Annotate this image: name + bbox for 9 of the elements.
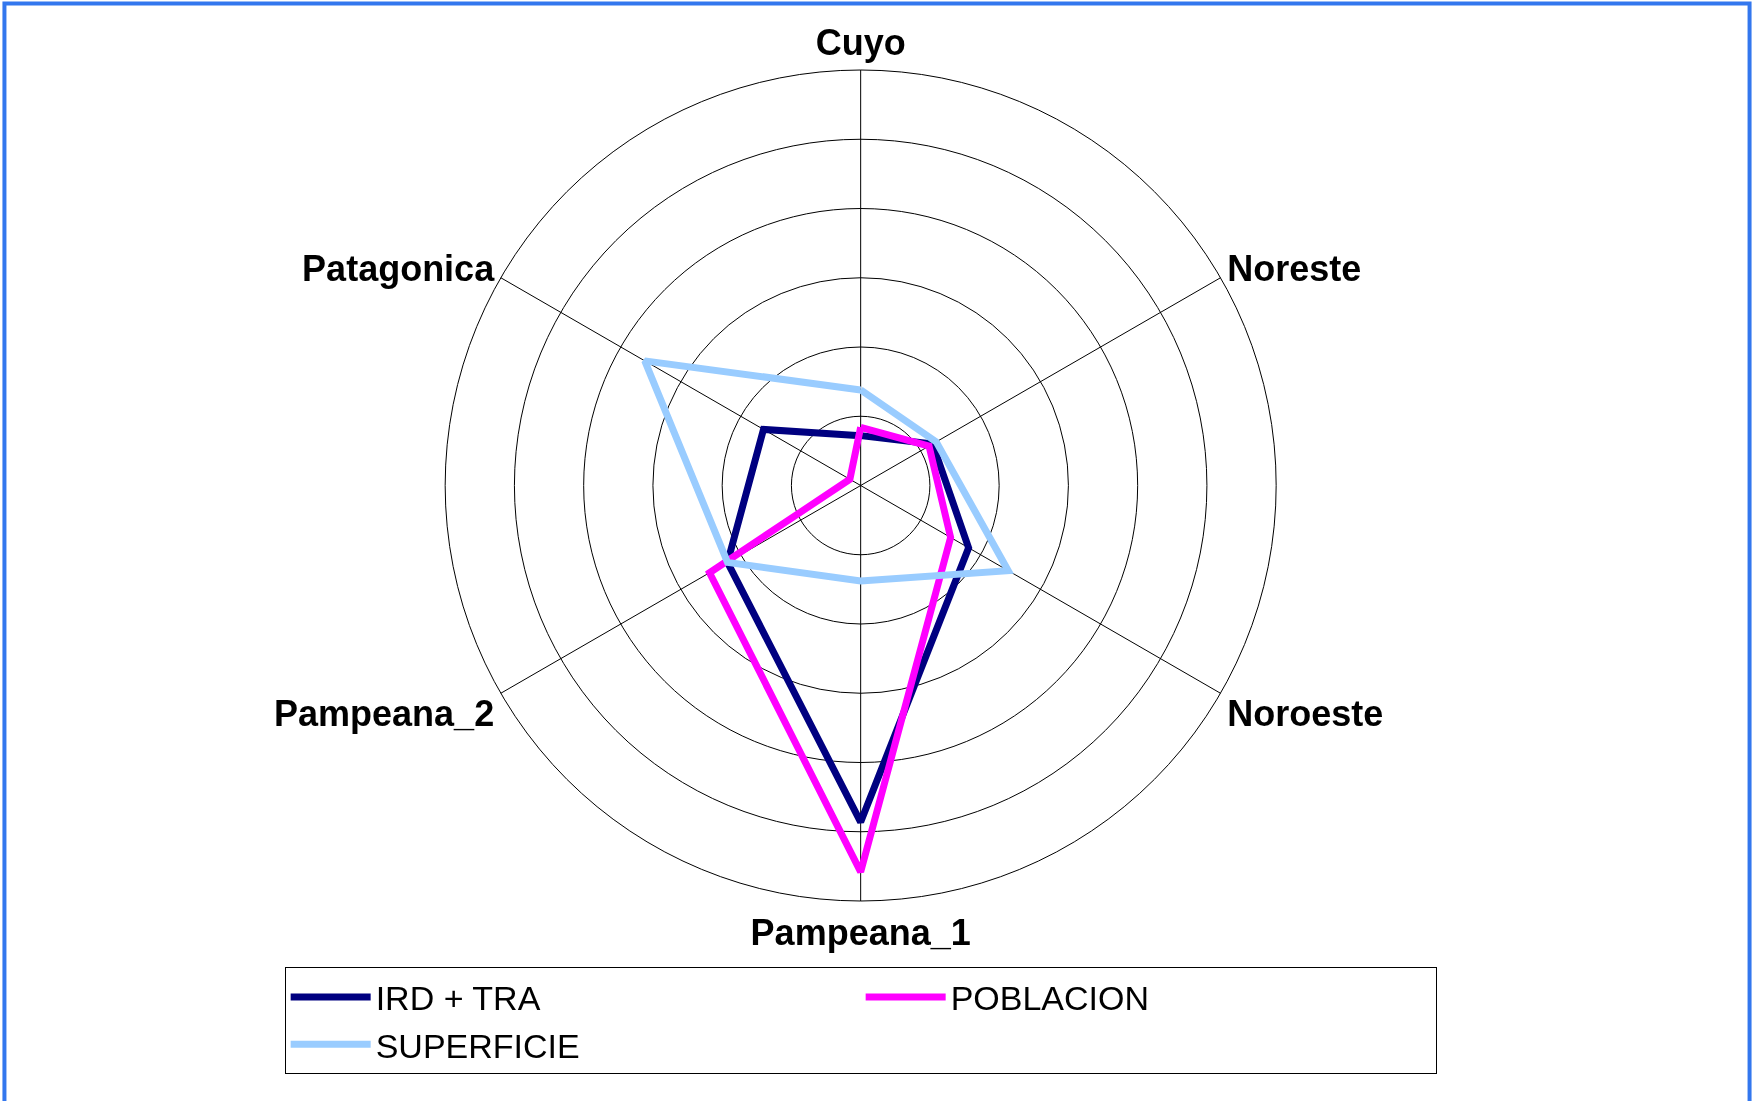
spoke-label: Pampeana_1: [750, 911, 971, 953]
spoke-label: Noreste: [1227, 248, 1362, 290]
spoke-label: Patagonica: [302, 248, 496, 290]
legend-label: IRD + TRA: [375, 979, 541, 1018]
spoke-label: Noroeste: [1227, 693, 1384, 735]
spoke-label: Cuyo: [815, 22, 906, 64]
legend-label: SUPERFICIE: [375, 1026, 580, 1065]
legend-label: POBLACION: [950, 979, 1150, 1018]
spoke-label: Pampeana_2: [274, 693, 495, 735]
